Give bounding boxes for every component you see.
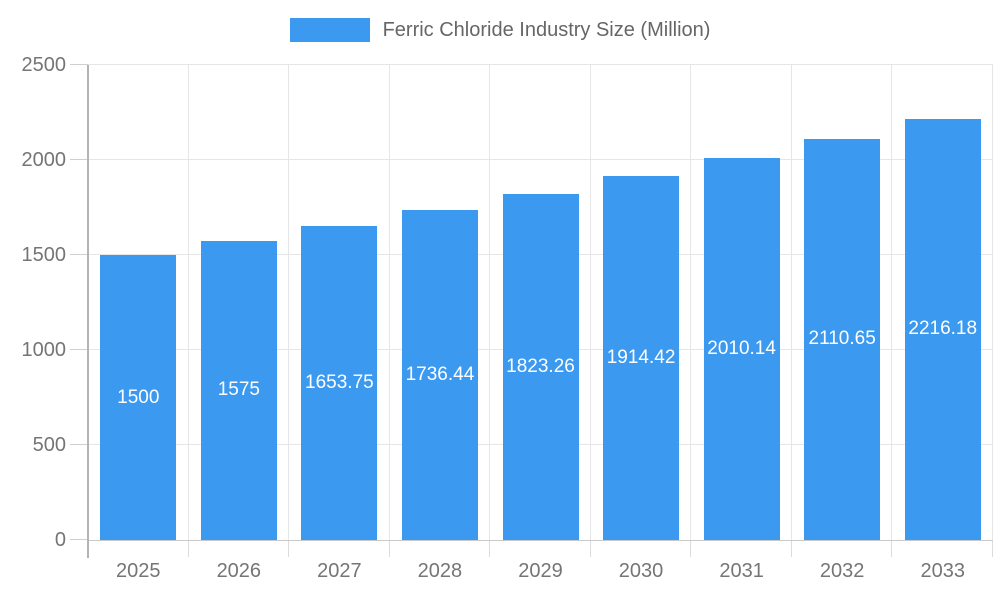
gridline-vertical bbox=[187, 65, 189, 540]
x-axis-tick bbox=[288, 540, 290, 557]
bar-value-label: 1575 bbox=[217, 379, 260, 401]
bar[interactable]: 2110.65 bbox=[804, 138, 881, 540]
y-axis-tick bbox=[70, 159, 88, 160]
bar[interactable]: 1914.42 bbox=[603, 176, 680, 540]
x-axis-label: 2029 bbox=[518, 560, 563, 582]
x-axis-tick bbox=[690, 540, 692, 557]
bar-value-label: 1653.75 bbox=[305, 371, 374, 393]
bar-value-label: 2010.14 bbox=[707, 338, 776, 360]
y-axis-label: 1000 bbox=[21, 339, 67, 361]
bar-value-label: 1914.42 bbox=[606, 347, 676, 369]
x-axis-tick bbox=[589, 540, 591, 557]
x-axis-tick bbox=[891, 540, 893, 557]
y-axis-label: 1500 bbox=[21, 244, 67, 266]
bar[interactable]: 1823.26 bbox=[502, 193, 579, 540]
gridline-vertical bbox=[790, 65, 792, 540]
x-axis-tick bbox=[489, 540, 491, 557]
legend-swatch bbox=[289, 18, 370, 42]
bar-value-label: 1736.44 bbox=[405, 364, 475, 386]
y-axis-tick bbox=[70, 254, 88, 255]
y-axis-label: 0 bbox=[54, 529, 66, 551]
x-axis-label: 2027 bbox=[317, 560, 362, 582]
bar-value-label: 2110.65 bbox=[808, 328, 876, 350]
x-axis-tick bbox=[187, 540, 189, 557]
bar-value-label: 2216.18 bbox=[908, 318, 978, 340]
legend-label: Ferric Chloride Industry Size (Million) bbox=[382, 18, 711, 41]
y-axis-label: 2000 bbox=[21, 149, 67, 171]
x-axis-label: 2025 bbox=[116, 560, 161, 582]
y-axis-tick bbox=[70, 539, 88, 540]
y-axis-tick bbox=[70, 64, 88, 65]
bar-value-label: 1823.26 bbox=[506, 355, 575, 377]
gridline-vertical bbox=[388, 65, 390, 540]
gridline-horizontal bbox=[88, 64, 993, 65]
x-axis-tick bbox=[388, 540, 390, 557]
bar[interactable]: 2010.14 bbox=[703, 158, 780, 540]
gridline-vertical bbox=[992, 65, 993, 540]
bar[interactable]: 1653.75 bbox=[301, 225, 378, 540]
x-axis-label: 2030 bbox=[618, 560, 664, 582]
x-axis-label: 2026 bbox=[216, 560, 262, 582]
gridline-horizontal bbox=[88, 159, 993, 160]
x-axis-tick bbox=[992, 540, 993, 557]
bar[interactable]: 1575 bbox=[200, 240, 277, 540]
x-axis-label: 2028 bbox=[417, 560, 463, 582]
x-axis-line bbox=[88, 540, 993, 541]
bar[interactable]: 1500 bbox=[100, 255, 177, 540]
y-axis-line bbox=[87, 65, 89, 558]
x-axis-label: 2032 bbox=[819, 560, 865, 582]
chart-legend: Ferric Chloride Industry Size (Million) bbox=[0, 18, 1000, 42]
y-axis-tick bbox=[70, 349, 88, 350]
y-axis-label: 500 bbox=[32, 434, 66, 456]
y-axis-tick bbox=[70, 444, 88, 445]
gridline-vertical bbox=[288, 65, 290, 540]
gridline-vertical bbox=[589, 65, 591, 540]
gridline-vertical bbox=[489, 65, 491, 540]
x-axis-label: 2033 bbox=[920, 560, 965, 582]
gridline-vertical bbox=[891, 65, 893, 540]
bar-value-label: 1500 bbox=[117, 386, 160, 408]
bar[interactable]: 1736.44 bbox=[401, 210, 478, 540]
y-axis-label: 2500 bbox=[21, 54, 67, 76]
bar[interactable]: 2216.18 bbox=[904, 118, 981, 540]
gridline-vertical bbox=[690, 65, 692, 540]
legend-item[interactable]: Ferric Chloride Industry Size (Million) bbox=[289, 18, 711, 42]
x-axis-tick bbox=[790, 540, 792, 557]
x-axis-label: 2031 bbox=[719, 560, 764, 582]
